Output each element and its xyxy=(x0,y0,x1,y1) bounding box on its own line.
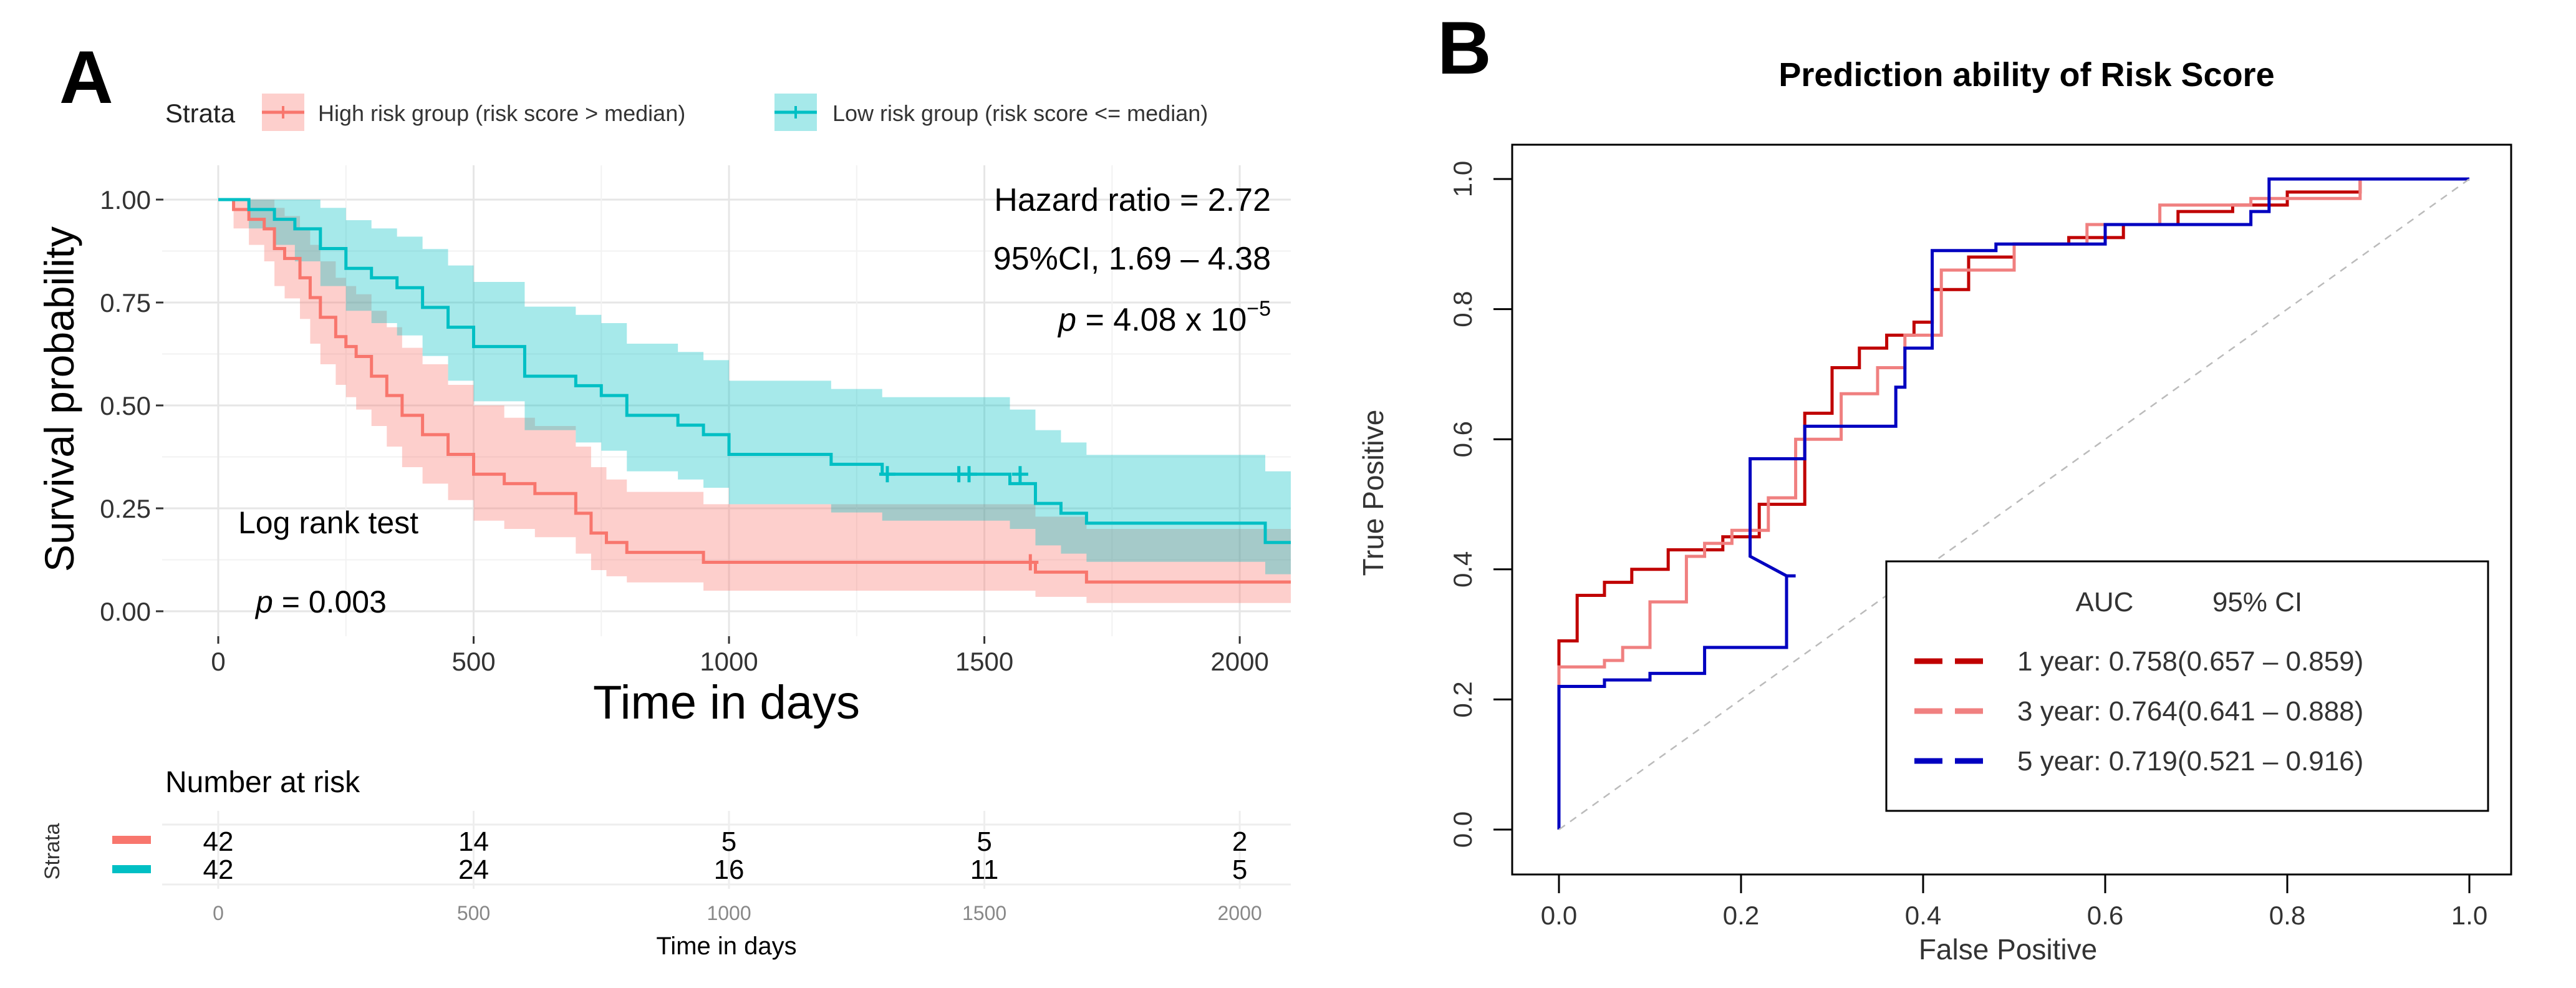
hr-p-value-text: p = 4.08 x 10−5 xyxy=(1057,297,1271,338)
roc-plot-frame xyxy=(1511,143,2512,876)
risk-time-tick-label: 500 xyxy=(457,902,490,924)
legend-low-label: Low risk group (risk score <= median) xyxy=(832,100,1208,126)
risk-row-high-swatch xyxy=(112,836,151,844)
risk-count-cell: 2 xyxy=(1232,826,1247,857)
km-y-tick-label: 0.50 xyxy=(100,391,151,420)
risk-count-cell: 5 xyxy=(721,826,736,857)
hr-p-exponent: −5 xyxy=(1247,297,1271,321)
km-y-axis-title: Survival probability xyxy=(36,226,82,572)
risk-count-cell: 16 xyxy=(714,855,745,885)
km-x-axis-title: Time in days xyxy=(593,676,860,729)
confidence-interval-text: 95%CI, 1.69 – 4.38 xyxy=(993,241,1271,277)
roc-x-axis-title: False Positive xyxy=(1919,933,2097,966)
legend-high-label: High risk group (risk score > median) xyxy=(318,100,685,126)
roc-legend-box xyxy=(1885,560,2489,812)
roc-y-tick-label: 0.8 xyxy=(1448,291,1477,327)
risk-table-gridlines xyxy=(162,811,1291,889)
roc-curve-1-year xyxy=(1557,177,2469,830)
roc-y-tick-label: 0.2 xyxy=(1448,681,1477,717)
roc-legend-1yr-label: 1 year: 0.758(0.657 – 0.859) xyxy=(2017,646,2363,677)
roc-x-tick-label: 0.0 xyxy=(1541,901,1577,930)
risk-count-cell: 5 xyxy=(977,826,991,857)
km-censor-mark-low xyxy=(879,466,895,483)
risk-table-counts: 42 14 5 5 242 24 16 11 5 xyxy=(203,826,1248,885)
roc-y-tick-label: 1.0 xyxy=(1448,161,1477,197)
risk-table-strata-label: Strata xyxy=(41,823,64,880)
km-censor-mark-low xyxy=(961,466,977,483)
roc-y-ticks: 0.0 0.2 0.4 0.6 0.8 1.0 xyxy=(1448,161,1512,848)
risk-table-x-axis-title: Time in days xyxy=(656,932,796,960)
risk-count-cell: 14 xyxy=(458,826,489,857)
legend-low-cross-icon xyxy=(789,106,802,119)
roc-x-tick-label: 0.4 xyxy=(1905,901,1941,930)
panel-b-label: B xyxy=(1437,6,1492,90)
roc-y-tick-label: 0.4 xyxy=(1448,551,1477,588)
risk-time-tick-label: 1000 xyxy=(707,902,751,924)
km-gridlines xyxy=(162,165,1291,636)
roc-x-tick-label: 0.6 xyxy=(2087,901,2123,930)
km-censor-mark-high xyxy=(1022,554,1039,571)
km-x-tick-label: 500 xyxy=(451,647,495,676)
roc-legend-ci-header: 95% CI xyxy=(2212,587,2302,618)
km-x-tick-label: 1000 xyxy=(700,647,758,676)
risk-time-tick-label: 0 xyxy=(213,902,224,924)
km-curve-high xyxy=(218,198,1291,584)
risk-table-title: Number at risk xyxy=(165,766,360,799)
legend-high-cross-icon xyxy=(277,106,289,119)
km-y-tick-label: 0.00 xyxy=(100,597,151,626)
roc-x-tick-label: 1.0 xyxy=(2451,901,2487,930)
km-legend: Strata High risk group (risk score > med… xyxy=(165,94,1208,131)
km-censor-marks xyxy=(879,466,1039,571)
km-y-ticks: 0.00 0.25 0.50 0.75 1.00 xyxy=(100,185,163,626)
risk-table-time-ticks: 0 500 1000 1500 2000 xyxy=(213,902,1262,924)
roc-curve-5-year xyxy=(1557,177,2469,830)
roc-y-axis-title: True Positive xyxy=(1357,410,1389,576)
roc-y-tick-label: 0.6 xyxy=(1448,421,1477,457)
roc-x-tick-label: 0.2 xyxy=(1723,901,1759,930)
hr-p-base: = 4.08 x 10 xyxy=(1076,302,1247,338)
roc-legend-5yr-label: 5 year: 0.719(0.521 – 0.916) xyxy=(2017,746,2363,777)
roc-x-ticks: 0.0 0.2 0.4 0.6 0.8 1.0 xyxy=(1541,874,2487,930)
strata-title: Strata xyxy=(165,99,236,128)
km-y-tick-label: 0.25 xyxy=(100,494,151,523)
risk-count-cell: 5 xyxy=(1232,855,1247,885)
risk-count-cell: 11 xyxy=(970,855,999,885)
roc-title: Prediction ability of Risk Score xyxy=(1778,56,2274,94)
km-curve-low xyxy=(218,198,1291,545)
km-x-tick-label: 2000 xyxy=(1210,647,1268,676)
roc-legend-auc-header: AUC xyxy=(2076,587,2134,618)
risk-time-tick-label: 1500 xyxy=(962,902,1006,924)
panel-a-label: A xyxy=(59,36,113,119)
km-band-low xyxy=(218,200,1291,574)
roc-legend: AUC 95% CI 1 year: 0.758(0.657 – 0.859) … xyxy=(1885,560,2489,812)
log-rank-title: Log rank test xyxy=(238,505,418,540)
log-rank-p-symbol: p xyxy=(254,584,273,619)
roc-y-tick-label: 0.0 xyxy=(1448,811,1477,848)
km-x-ticks: 0 500 1000 1500 2000 xyxy=(211,636,1269,676)
risk-row-low-swatch xyxy=(112,865,151,873)
km-x-tick-label: 0 xyxy=(211,647,225,676)
roc-legend-3yr-label: 3 year: 0.764(0.641 – 0.888) xyxy=(2017,696,2363,727)
log-rank-p-value: = 0.003 xyxy=(273,584,387,619)
km-confidence-bands xyxy=(218,200,1291,603)
km-x-tick-label: 1500 xyxy=(955,647,1013,676)
panel-a: A Strata High risk group (risk score > m… xyxy=(36,36,1291,960)
risk-count-cell: 42 xyxy=(203,826,234,857)
risk-count-cell: 24 xyxy=(458,855,489,885)
log-rank-p-text: p = 0.003 xyxy=(254,584,387,619)
km-curves xyxy=(218,198,1291,584)
risk-time-tick-label: 2000 xyxy=(1218,902,1262,924)
km-y-tick-label: 0.75 xyxy=(100,288,151,317)
risk-table: Number at risk Strata 42 14 5 5 242 24 16 11 5 0… xyxy=(41,766,1291,960)
roc-x-tick-label: 0.8 xyxy=(2269,901,2305,930)
roc-curves xyxy=(1557,177,2470,831)
hr-p-symbol: p xyxy=(1057,302,1076,338)
km-band-high xyxy=(218,200,1291,603)
panel-b: B Prediction ability of Risk Score 0.00.… xyxy=(1357,6,2512,966)
km-y-tick-label: 1.00 xyxy=(100,185,151,215)
hazard-ratio-text: Hazard ratio = 2.72 xyxy=(994,182,1271,218)
km-censor-mark-low xyxy=(1011,466,1028,483)
risk-count-cell: 42 xyxy=(203,855,234,885)
